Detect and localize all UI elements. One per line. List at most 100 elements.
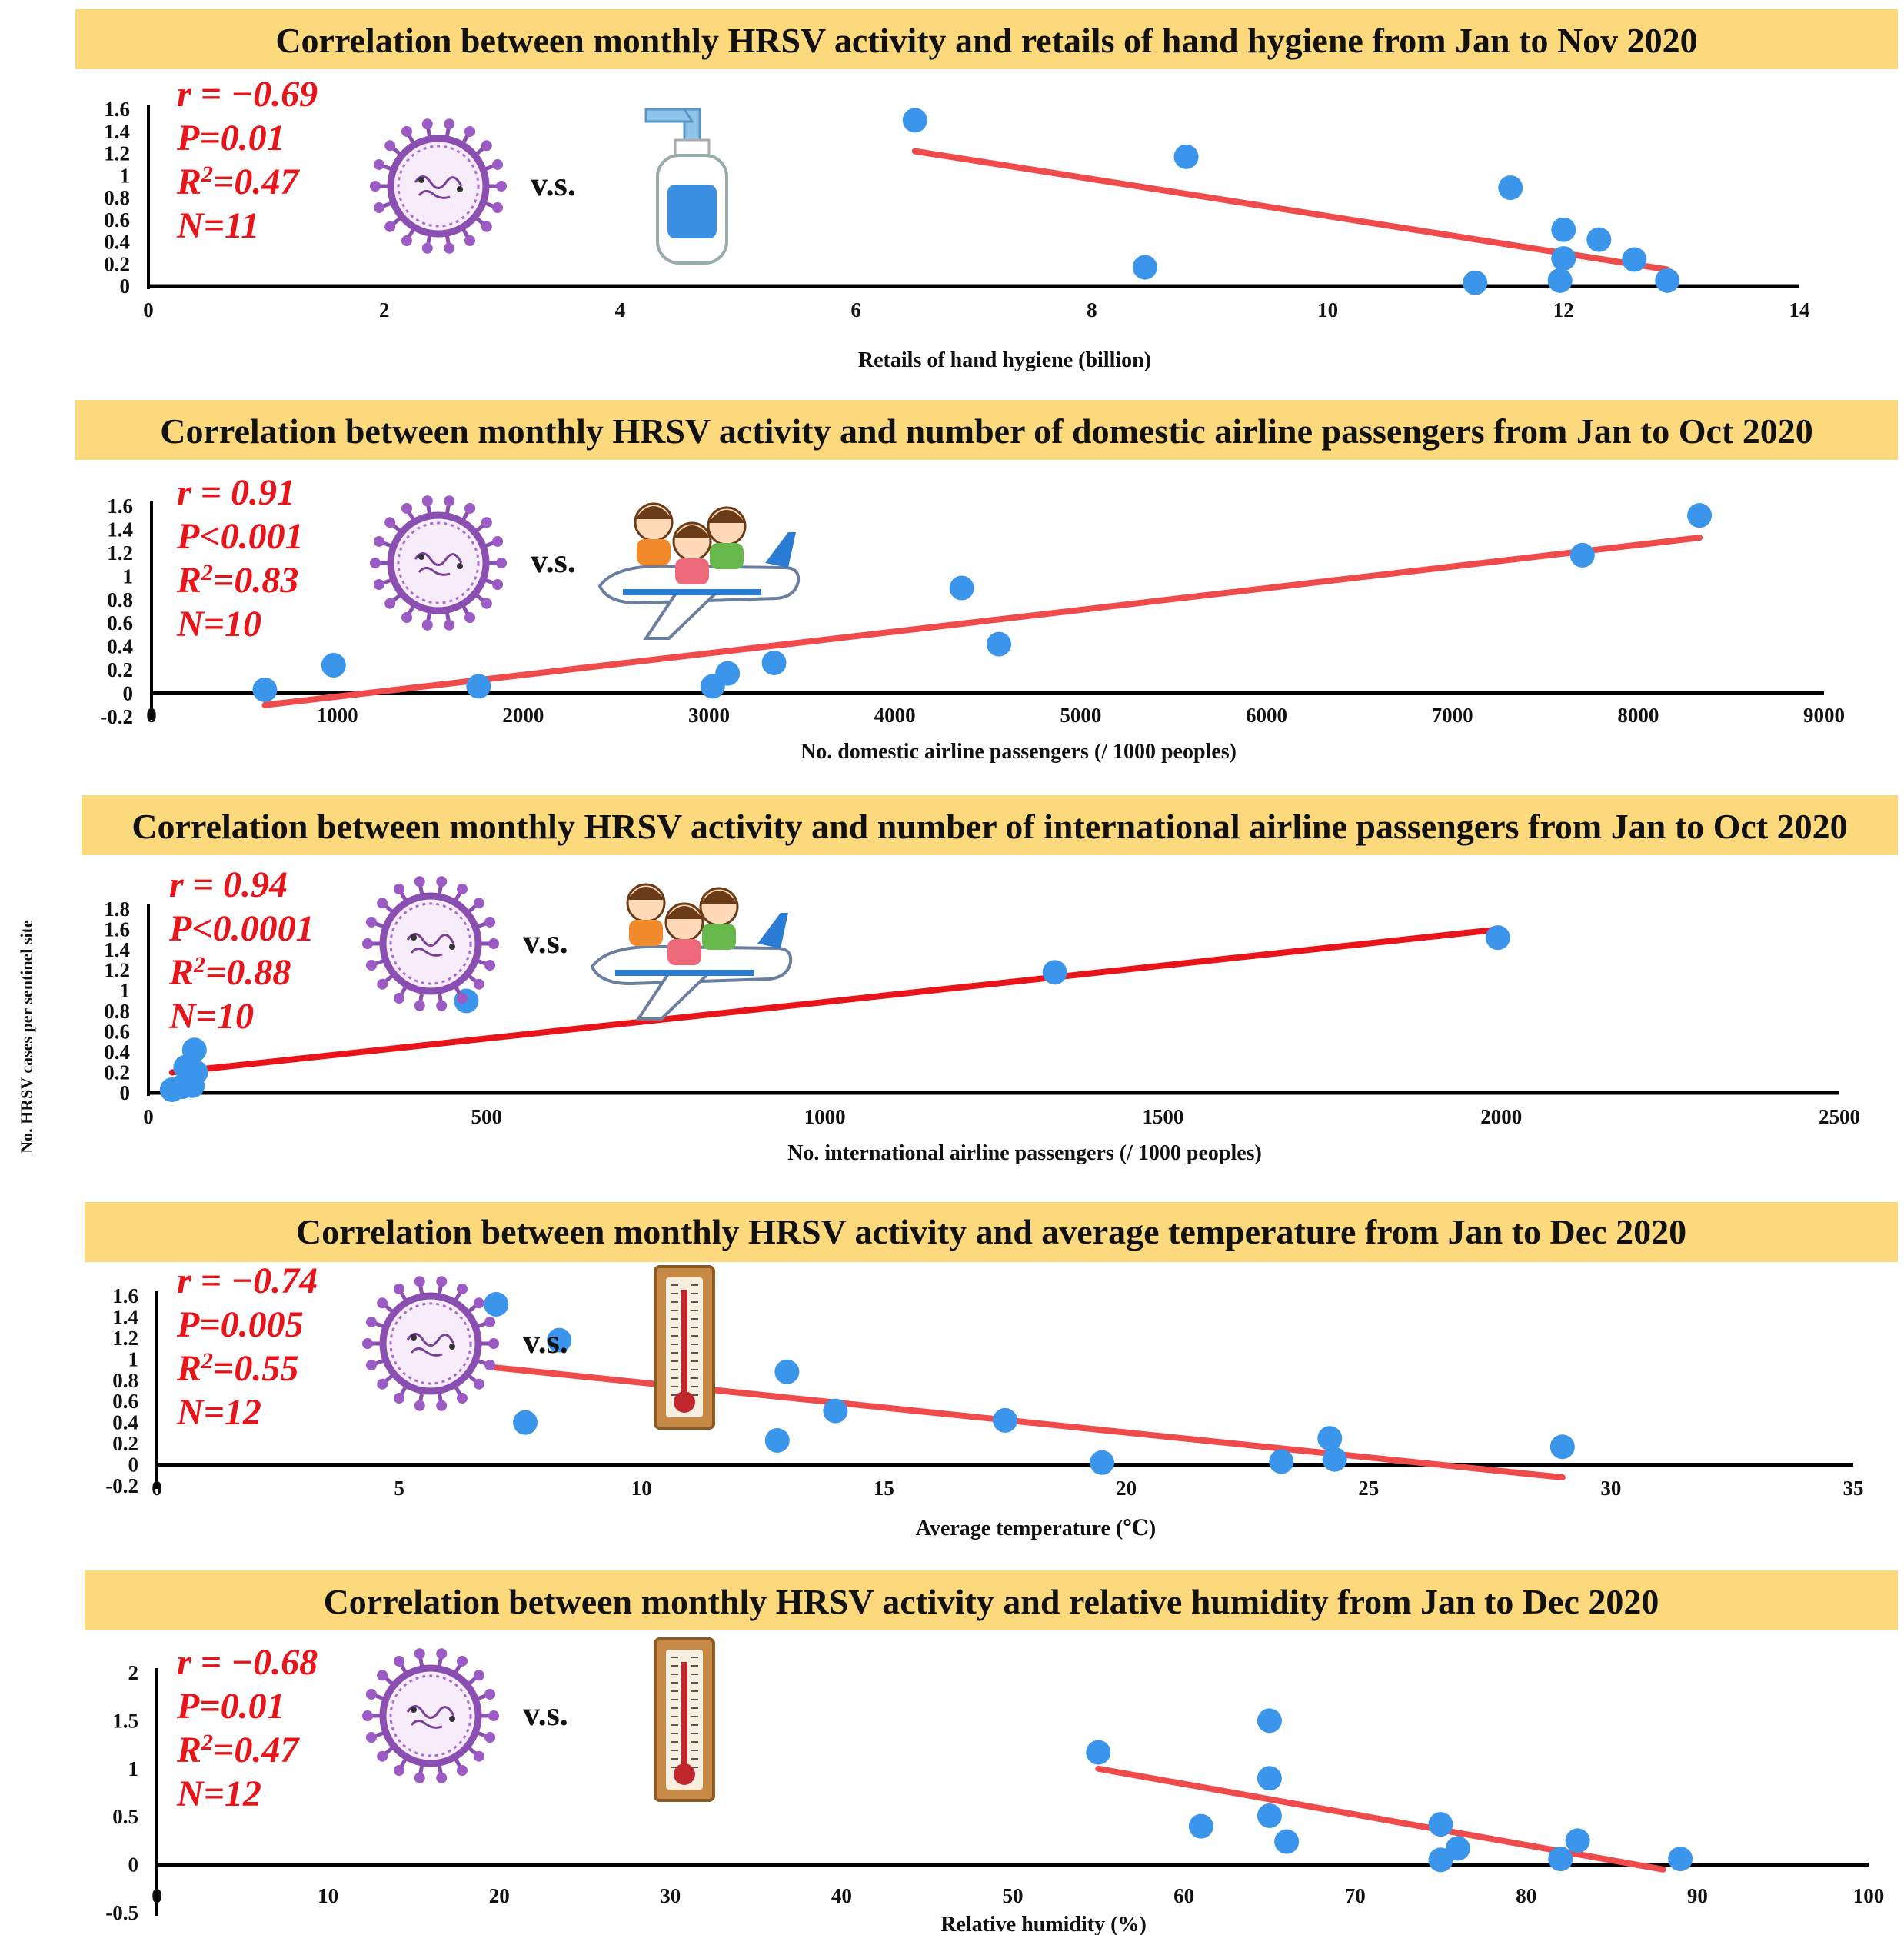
x-tick-label: 15 xyxy=(874,1477,894,1500)
stat-line: P<0.001 xyxy=(176,516,304,557)
y-tick-label: 0 xyxy=(123,682,134,705)
y-tick-label: 0 xyxy=(120,1081,131,1104)
data-point xyxy=(484,1291,509,1317)
x-tick-label: 5000 xyxy=(1060,704,1101,727)
data-point xyxy=(1565,1828,1590,1853)
x-tick-label: 6 xyxy=(850,298,861,321)
title-banner xyxy=(85,1202,1898,1262)
stat-line: r = −0.74 xyxy=(177,1261,318,1301)
title-banner xyxy=(75,400,1898,460)
y-tick-label: 1.6 xyxy=(112,1284,138,1307)
stat-line: R2=0.47 xyxy=(176,162,300,203)
x-tick-label: 70 xyxy=(1345,1884,1366,1907)
data-point xyxy=(1687,503,1713,528)
x-tick-label: 1500 xyxy=(1142,1105,1183,1128)
data-point xyxy=(1547,268,1573,293)
x-axis-label: Retails of hand hygiene (billion) xyxy=(858,348,1151,372)
stat-line: r = 0.91 xyxy=(177,472,295,513)
chart-panel: Correlation between monthly HRSV activit… xyxy=(85,1570,1898,1935)
x-tick-label: 4 xyxy=(615,298,626,321)
data-point xyxy=(1269,1449,1294,1474)
data-point xyxy=(1188,1813,1213,1839)
x-tick-label: 14 xyxy=(1789,298,1810,321)
vs-label: v.s. xyxy=(523,1695,568,1733)
x-tick-label: 100 xyxy=(1853,1884,1885,1907)
data-point xyxy=(1322,1447,1347,1472)
y-tick-label: 0 xyxy=(120,275,131,298)
data-point xyxy=(1551,217,1576,242)
thermometer-icon xyxy=(654,1637,715,1802)
vs-label: v.s. xyxy=(531,165,576,203)
x-tick-label: 3000 xyxy=(688,704,730,727)
data-point xyxy=(1463,270,1488,295)
virus-icon xyxy=(370,495,507,631)
x-tick-label: 40 xyxy=(831,1884,852,1907)
x-tick-label: 2 xyxy=(379,298,390,321)
y-tick-label: 2 xyxy=(128,1661,139,1684)
title-banner xyxy=(75,9,1898,69)
data-point xyxy=(1445,1836,1470,1861)
stat-line: N=11 xyxy=(176,205,259,246)
data-point xyxy=(1090,1450,1115,1475)
y-tick-label: 1 xyxy=(123,565,134,588)
data-point xyxy=(1274,1829,1300,1854)
data-point xyxy=(1257,1766,1282,1791)
x-tick-label: 90 xyxy=(1687,1884,1708,1907)
data-point xyxy=(987,631,1011,657)
y-tick-label: 0.4 xyxy=(104,1041,130,1064)
x-tick-label: 50 xyxy=(1003,1884,1024,1907)
x-axis-label: Relative humidity (%) xyxy=(940,1913,1147,1935)
data-point xyxy=(1428,1812,1453,1837)
y-tick-label: 0.8 xyxy=(104,186,130,209)
vs-label: v.s. xyxy=(523,923,568,961)
trend-line xyxy=(1095,1765,1666,1873)
y-tick-label: 1.6 xyxy=(104,918,130,941)
y-tick-label: 1 xyxy=(128,1347,139,1370)
trend-line xyxy=(911,148,1671,273)
x-tick-label: 10 xyxy=(1317,298,1338,321)
data-point xyxy=(949,575,974,601)
data-point xyxy=(1548,1847,1573,1872)
x-tick-label: 1000 xyxy=(317,704,358,727)
y-tick-label: 0.6 xyxy=(104,1020,130,1043)
y-tick-label: 0 xyxy=(128,1454,139,1477)
y-tick-label: 1.8 xyxy=(104,898,130,921)
y-tick-label: 0.6 xyxy=(112,1390,138,1413)
chart-title: Correlation between monthly HRSV activit… xyxy=(131,807,1847,846)
y-tick-label: 1.2 xyxy=(112,1327,138,1350)
x-tick-label: 0 xyxy=(143,298,154,321)
x-axis-label: No. domestic airline passengers (/ 1000 … xyxy=(801,740,1237,764)
data-point xyxy=(764,1427,790,1453)
airplane-passengers-icon xyxy=(590,883,793,1021)
y-tick-label: 0.8 xyxy=(104,1000,130,1023)
title-banner xyxy=(85,1570,1898,1630)
stat-line: N=12 xyxy=(176,1392,261,1433)
data-point xyxy=(1655,268,1680,293)
x-tick-label: 80 xyxy=(1516,1884,1536,1907)
x-tick-label: 0 xyxy=(143,1105,154,1128)
data-point xyxy=(1042,960,1067,985)
stat-line: r = 0.94 xyxy=(169,864,288,905)
data-point xyxy=(466,674,491,699)
data-point xyxy=(1317,1426,1343,1451)
data-point xyxy=(1257,1803,1282,1828)
y-tick-label: 1.6 xyxy=(107,495,133,518)
x-tick-label: 60 xyxy=(1173,1884,1194,1907)
y-tick-label: 1.4 xyxy=(104,120,130,143)
x-tick-label: 25 xyxy=(1358,1477,1379,1500)
x-tick-label: 10 xyxy=(318,1884,338,1907)
x-tick-label: 8 xyxy=(1087,298,1097,321)
x-tick-label: 35 xyxy=(1843,1477,1864,1500)
data-point xyxy=(823,1398,848,1424)
x-tick-label: 6000 xyxy=(1246,704,1287,727)
chart-panel: Correlation between monthly HRSV activit… xyxy=(75,400,1898,764)
data-point xyxy=(902,108,927,133)
y-tick-label: 1.4 xyxy=(112,1305,138,1328)
y-axis-label: No. HRSV cases per sentinel site xyxy=(17,920,36,1154)
y-tick-label: 1 xyxy=(120,164,131,187)
stat-line: R2=0.83 xyxy=(176,560,298,601)
y-tick-label: 1 xyxy=(120,979,131,1002)
y-tick-label: 0.2 xyxy=(104,1061,130,1084)
x-axis-label: No. international airline passengers (/ … xyxy=(787,1141,1262,1165)
y-tick-label: 0.5 xyxy=(112,1805,138,1828)
